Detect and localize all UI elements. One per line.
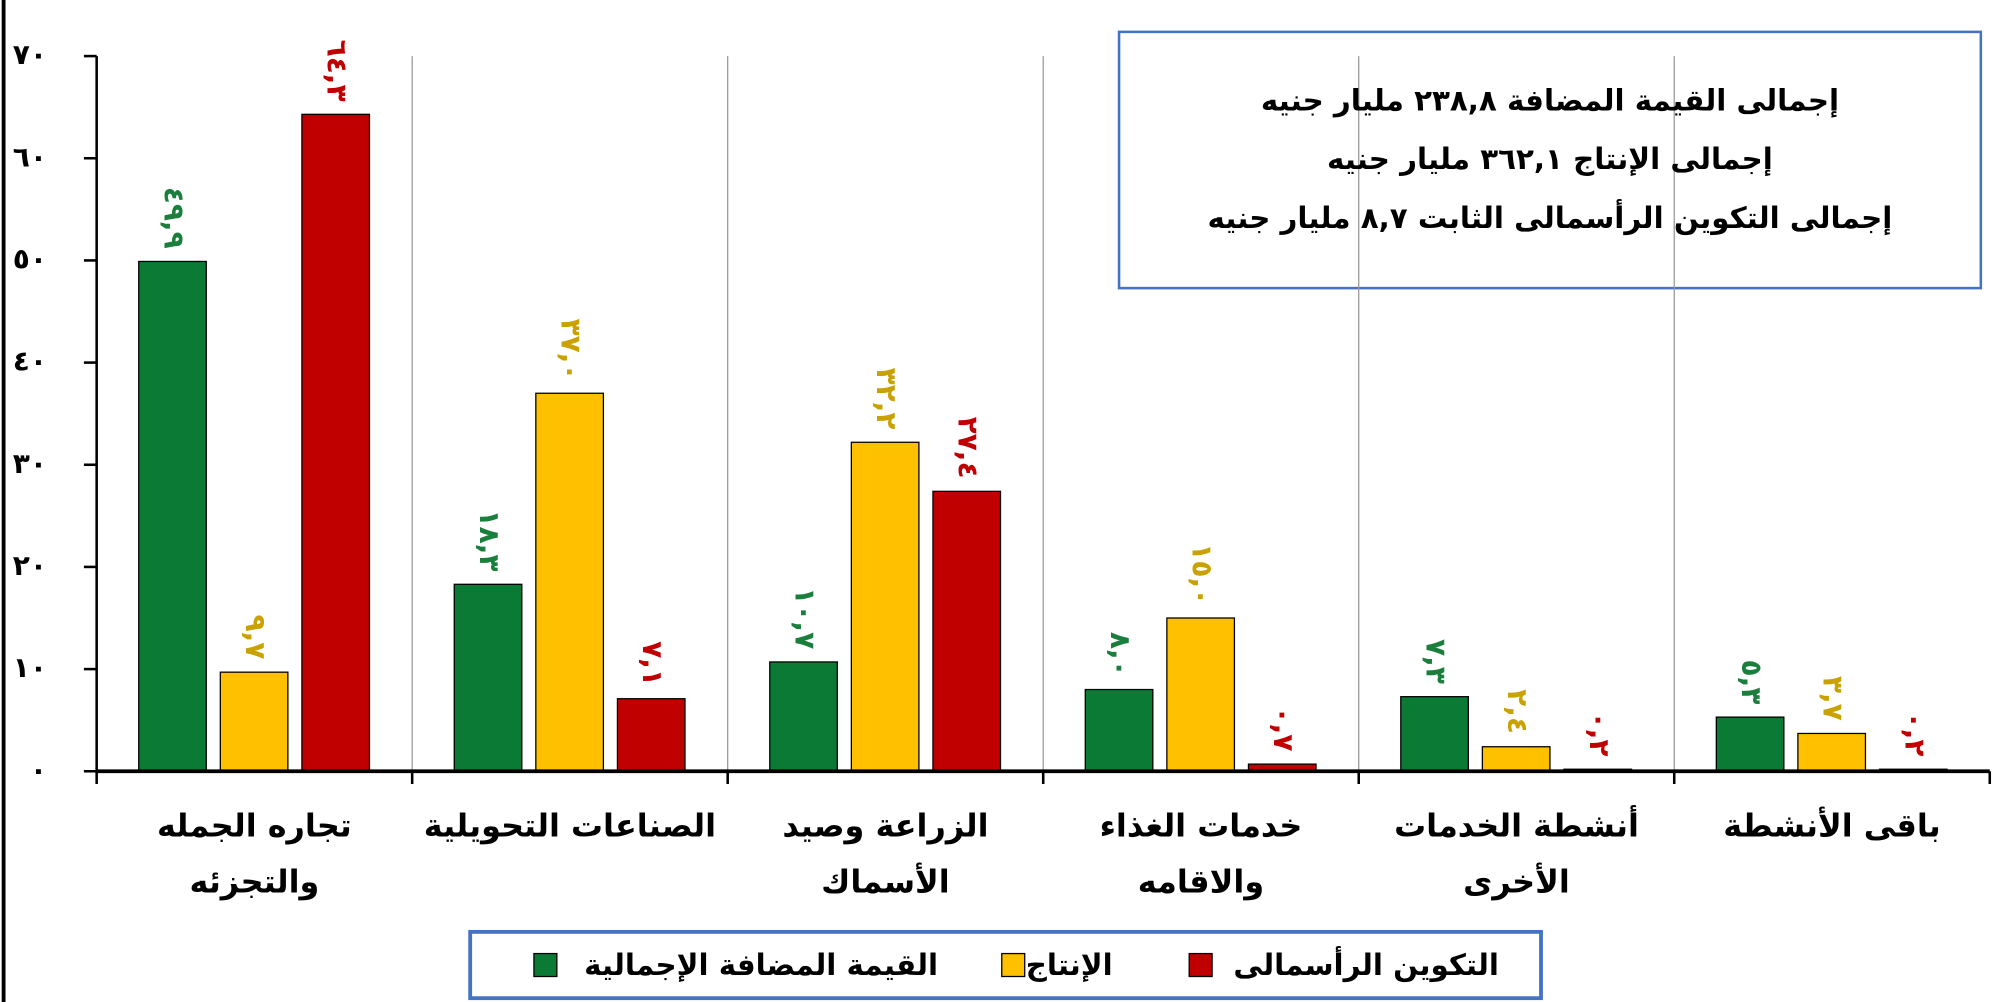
value-label: ٠,٢: [1583, 712, 1616, 757]
bar: [1084, 688, 1154, 772]
value-label: ٠,٧: [1267, 706, 1300, 751]
annotation-line: إجمالى القيمة المضافة ٢٣٨,٨ مليار جنيه: [1261, 83, 1839, 118]
bar: [1715, 716, 1785, 772]
bar: [1400, 696, 1469, 772]
legend-label: الإنتاج: [1026, 948, 1113, 982]
legend-label: القيمة المضافة الإجمالية: [584, 948, 938, 982]
value-label: ٠,٢: [1898, 712, 1931, 757]
y-tick-label: ٠: [30, 753, 47, 786]
value-label: ٦٤,٣: [321, 40, 354, 102]
x-tick-label: تجاره الجمله والتجزئه: [157, 806, 352, 901]
value-label: ٧,١: [636, 641, 669, 686]
bar: [616, 698, 686, 772]
bar: [1797, 732, 1867, 772]
annotation-box: [1117, 30, 1983, 290]
bar: [932, 490, 1002, 772]
value-label: ٣٧,٠: [555, 319, 588, 381]
y-tick-label: ٦٠: [13, 140, 47, 173]
value-label: ٨,٠: [1104, 632, 1137, 677]
y-tick-label: ٧٠: [13, 38, 47, 71]
x-tick-label: خدمات الغذاء والاقامه: [1099, 806, 1303, 901]
y-tick-label: ١٠: [13, 651, 47, 684]
value-label: ٤٩,٩: [158, 187, 191, 249]
annotation-line: إجمالى الإنتاج ٣٦٢,١ مليار جنيه: [1327, 142, 1773, 177]
category-label-box: الصناعات التحويلية: [423, 806, 717, 844]
value-label: ٧,٣: [1420, 639, 1453, 684]
x-tick-label: أنشطة الخدمات الأخرى: [1394, 806, 1639, 901]
annotation-line: إجمالى التكوين الرأسمالى الثابت ٨,٧ مليا…: [1208, 199, 1893, 236]
bar: [1481, 746, 1551, 772]
category-label-box: الزراعة وصيد الأسماك: [782, 806, 989, 901]
x-tick-label: باقى الأنشطة: [1723, 806, 1941, 844]
value-label: ٣٢,٢: [870, 368, 903, 430]
bar: [769, 661, 838, 772]
bar: [1166, 617, 1236, 772]
value-label: ٢,٤: [1501, 689, 1534, 734]
bar: [453, 583, 523, 772]
bar: [138, 260, 207, 772]
legend-swatch: [1188, 952, 1213, 978]
value-label: ٥,٣: [1735, 659, 1768, 704]
category-label-box: باقى الأنشطة: [1723, 806, 1941, 844]
value-label: ١٨,٣: [473, 510, 506, 572]
y-tick-label: ٣٠: [13, 447, 47, 480]
category-label-box: خدمات الغذاء والاقامه: [1099, 806, 1303, 901]
bar: [850, 441, 920, 772]
y-tick-label: ٥٠: [13, 242, 47, 275]
legend-swatch: [1001, 952, 1026, 978]
value-label: ١٠,٧: [789, 587, 822, 649]
bar: [535, 392, 605, 772]
value-label: ١٥,٠: [1186, 543, 1219, 605]
value-label: ٣,٧: [1817, 676, 1850, 721]
legend-swatch: [533, 952, 558, 978]
value-label: ٢٧,٤: [952, 417, 985, 479]
category-label-box: تجاره الجمله والتجزئه: [157, 806, 352, 901]
x-tick-label: الزراعة وصيد الأسماك: [782, 806, 989, 901]
y-tick-label: ٢٠: [13, 549, 47, 582]
y-tick-label: ٤٠: [13, 345, 47, 378]
x-tick-label: الصناعات التحويلية: [423, 806, 717, 844]
value-label: ٩,٧: [239, 615, 272, 660]
category-label-box: أنشطة الخدمات الأخرى: [1394, 806, 1639, 901]
legend-label: التكوين الرأسمالى: [1233, 946, 1499, 982]
bar: [301, 113, 371, 772]
bar: [219, 671, 289, 772]
